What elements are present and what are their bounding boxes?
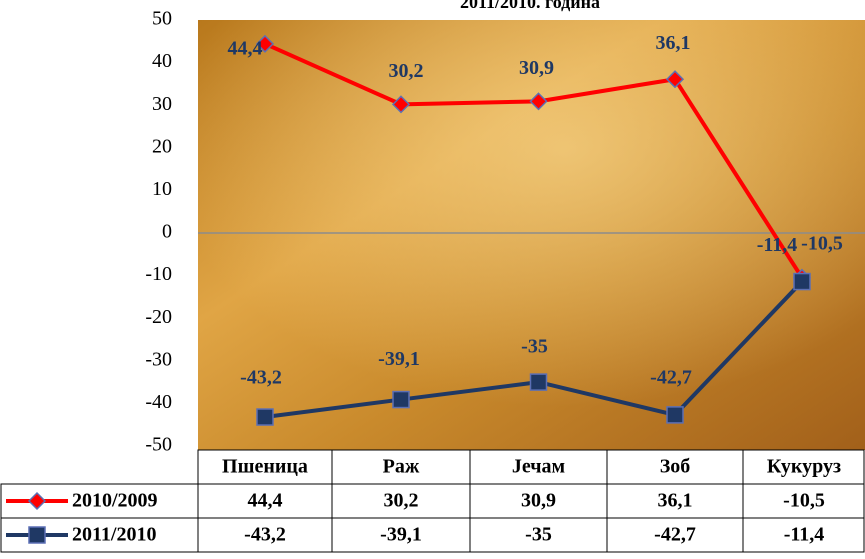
table-header-bg bbox=[197, 449, 865, 485]
data-label: -11,4 bbox=[757, 234, 798, 256]
table-cell: -10,5 bbox=[783, 490, 825, 512]
table-header: Јечам bbox=[512, 456, 565, 478]
data-label: -42,7 bbox=[650, 366, 692, 388]
point bbox=[256, 408, 274, 426]
data-label: 44,4 bbox=[228, 37, 263, 59]
legend-marker bbox=[28, 526, 46, 544]
point bbox=[793, 272, 811, 291]
table-header: Пшеница bbox=[222, 456, 308, 478]
y-tick-label: -50 bbox=[145, 434, 172, 456]
y-tick-label: 10 bbox=[152, 178, 172, 200]
data-label: 30,2 bbox=[389, 60, 424, 82]
data-label: -10,5 bbox=[801, 232, 843, 254]
legend-label: 2011/2010 bbox=[72, 524, 156, 546]
y-tick-label: 0 bbox=[162, 221, 172, 243]
table-cell: 36,1 bbox=[658, 490, 693, 512]
table-cell: -11,4 bbox=[784, 524, 825, 546]
data-label: -43,2 bbox=[240, 367, 282, 389]
legend-label: 2010/2009 bbox=[72, 490, 158, 512]
legend-marker bbox=[27, 491, 47, 511]
data-label: -39,1 bbox=[378, 348, 420, 370]
table-cell: -39,1 bbox=[380, 524, 422, 546]
table-cell: -42,7 bbox=[654, 524, 696, 546]
data-label: 30,9 bbox=[519, 57, 554, 79]
table-header: Раж bbox=[383, 456, 420, 478]
table-cell: 30,9 bbox=[521, 490, 556, 512]
point bbox=[392, 390, 410, 409]
y-tick-label: 20 bbox=[152, 135, 172, 157]
point bbox=[255, 34, 275, 53]
y-tick-label: -30 bbox=[145, 348, 172, 370]
point bbox=[665, 70, 685, 89]
y-tick-label: 40 bbox=[152, 50, 172, 72]
table-cell: 44,4 bbox=[248, 490, 283, 512]
y-tick-label: -40 bbox=[145, 391, 172, 413]
point bbox=[391, 95, 411, 114]
point bbox=[529, 92, 548, 111]
table-header: Кукуруз bbox=[767, 456, 841, 478]
y-tick-label: 50 bbox=[152, 8, 172, 30]
table-cell: -43,2 bbox=[244, 524, 286, 546]
point bbox=[529, 373, 548, 391]
table-cell: -35 bbox=[525, 524, 552, 546]
y-tick-label: 30 bbox=[152, 93, 172, 115]
table-header: Зоб bbox=[660, 456, 691, 478]
y-tick-label: -20 bbox=[145, 306, 172, 328]
point bbox=[666, 406, 684, 424]
chart-title: 2011/2010. година bbox=[460, 0, 600, 12]
table-cell: 30,2 bbox=[384, 490, 419, 512]
data-label: -35 bbox=[521, 336, 548, 358]
y-tick-label: -10 bbox=[145, 263, 172, 285]
data-label: 36,1 bbox=[656, 32, 691, 54]
